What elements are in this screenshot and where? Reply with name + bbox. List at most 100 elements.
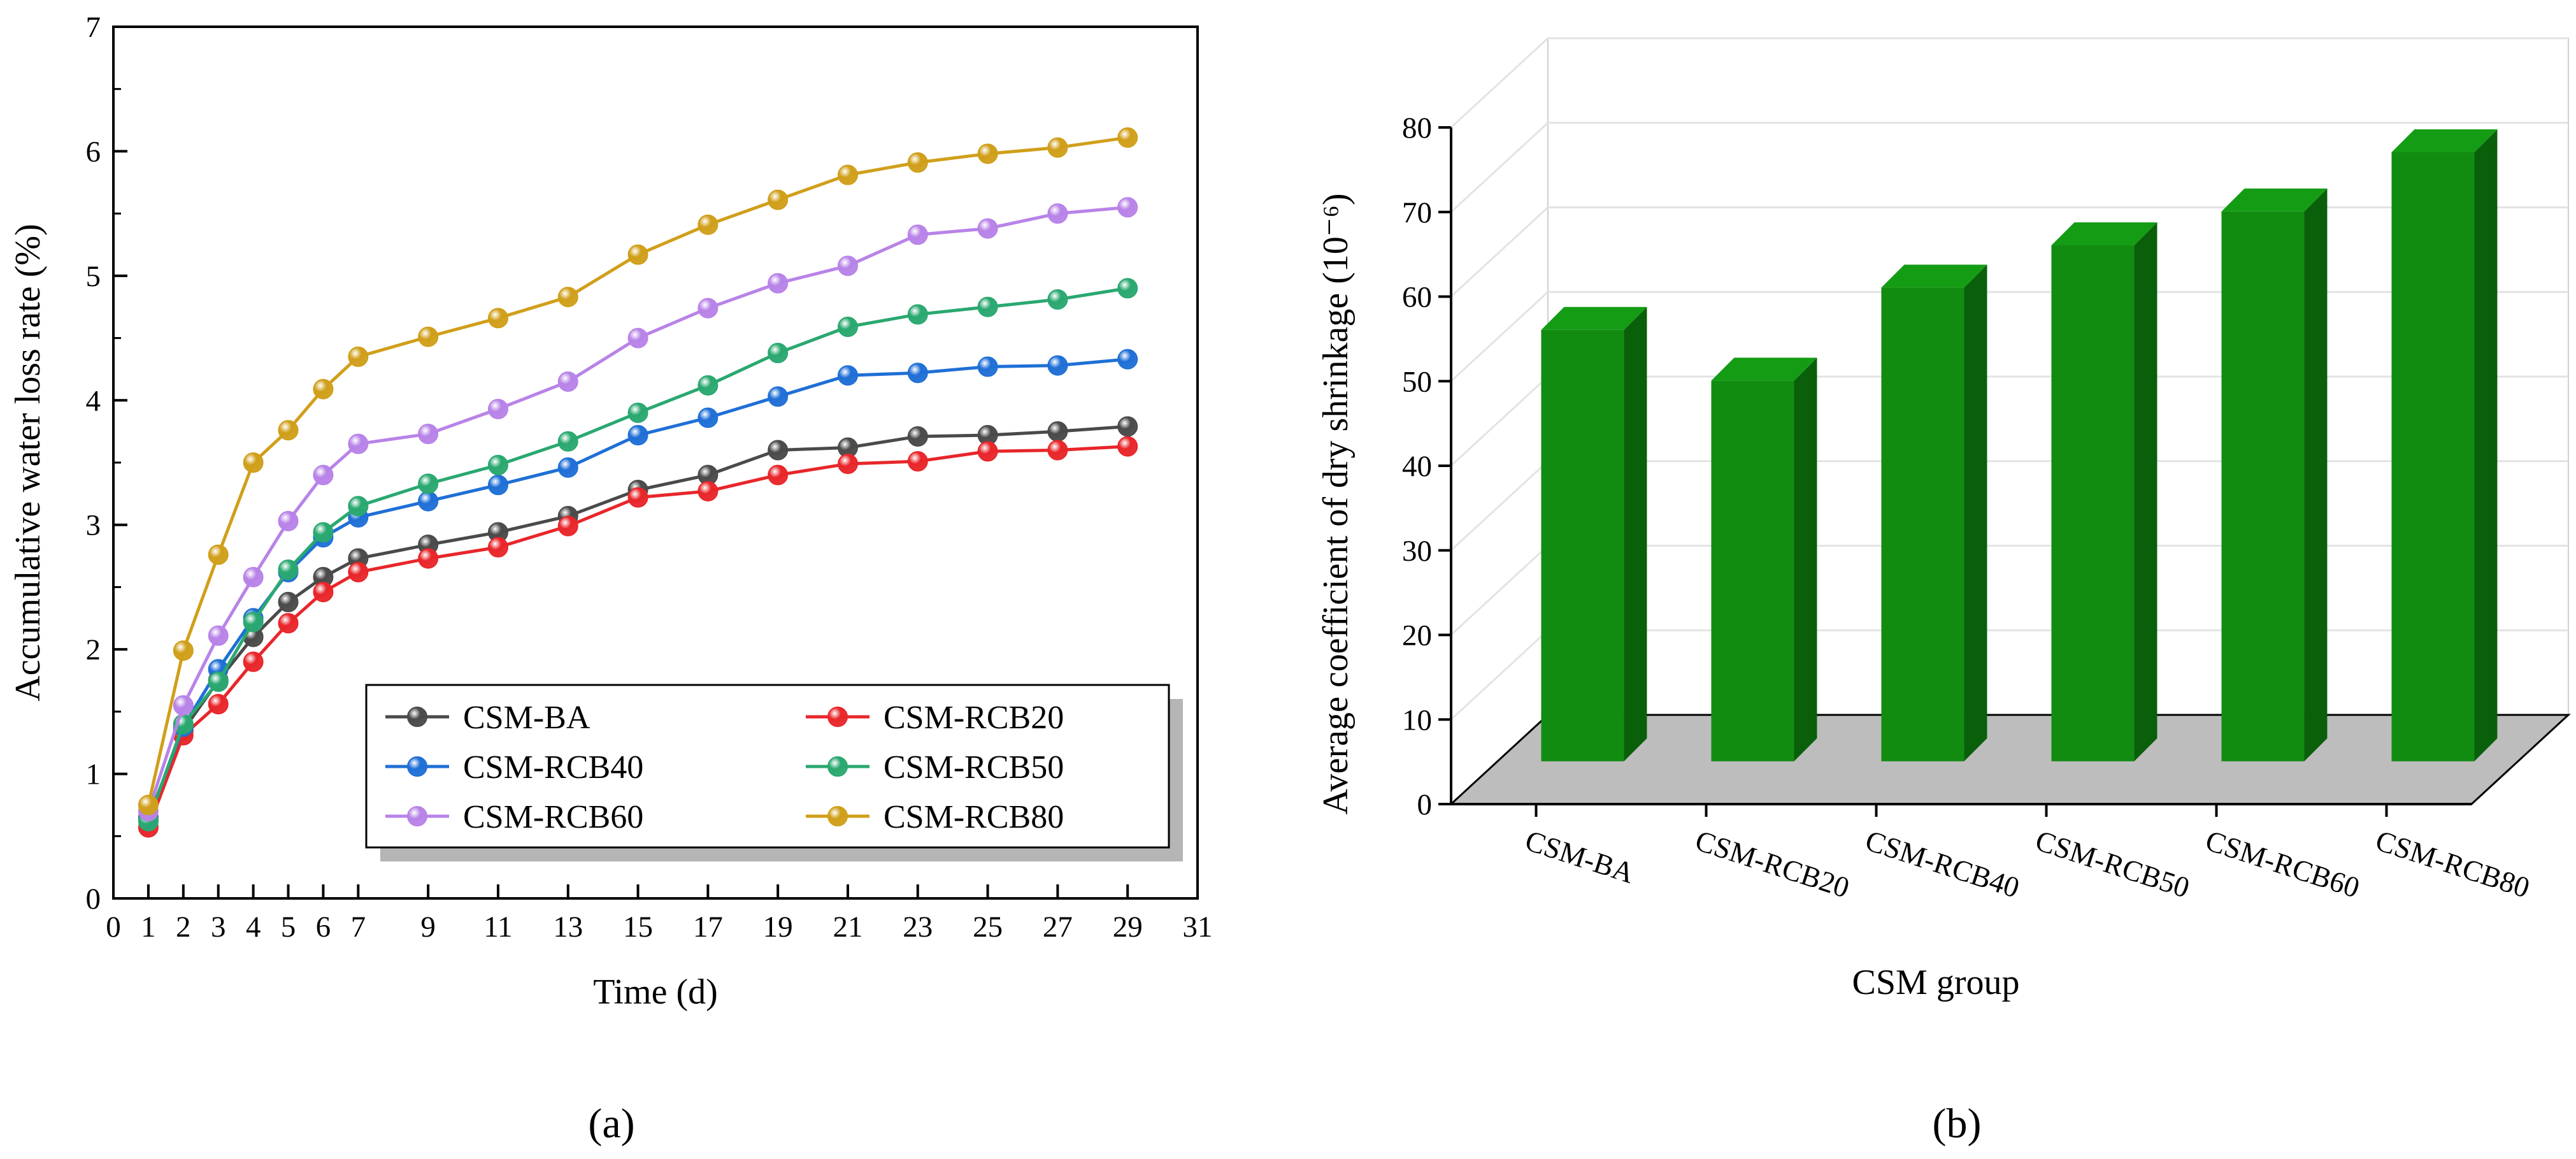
chart-b-gridline bbox=[1450, 630, 1549, 721]
chart-a-data-point bbox=[173, 640, 194, 661]
chart-a-legend-marker bbox=[827, 707, 848, 727]
panel-label-b: (b) bbox=[1933, 1100, 1982, 1147]
chart-b-y-tick-label: 40 bbox=[1402, 450, 1432, 483]
chart-a-legend-label: CSM-RCB60 bbox=[463, 799, 643, 835]
chart-a-data-point bbox=[768, 189, 789, 210]
chart-a-legend-marker bbox=[407, 756, 427, 777]
chart-a-x-tick-label: 23 bbox=[903, 911, 933, 944]
chart-b-gridline bbox=[1450, 460, 1549, 551]
chart-b-bar-csm-rcb60 bbox=[2221, 188, 2328, 761]
chart-b-y-tick-label: 30 bbox=[1402, 535, 1432, 568]
chart-a-data-point bbox=[313, 582, 334, 603]
chart-a-y-tick-label: 5 bbox=[86, 260, 101, 293]
chart-b-bar-top bbox=[2051, 222, 2157, 246]
chart-b-y-tick-label: 60 bbox=[1402, 281, 1432, 314]
chart-a-data-point bbox=[278, 510, 299, 531]
chart-b-gridline bbox=[1450, 291, 1549, 382]
chart-a-data-point bbox=[627, 487, 648, 508]
chart-a-data-point bbox=[1047, 203, 1068, 224]
chart-a-data-point bbox=[138, 795, 159, 816]
chart-a-y-tick-label: 4 bbox=[86, 384, 101, 417]
chart-a-series-line-csm-rcb60 bbox=[147, 205, 1128, 812]
chart-b-bar-top bbox=[1881, 264, 1987, 288]
chart-a-data-point bbox=[418, 326, 439, 347]
chart-a-data-point bbox=[208, 694, 229, 715]
chart-a-x-tick-label: 1 bbox=[141, 911, 156, 944]
chart-a-data-point bbox=[487, 308, 508, 329]
chart-b-category-label: CSM-RCB20 bbox=[1691, 824, 1853, 904]
chart-a-y-axis-title: Accumulative water loss rate (%) bbox=[8, 224, 48, 701]
chart-a-legend-marker bbox=[827, 756, 848, 777]
chart-a-data-point bbox=[487, 454, 508, 475]
chart-a-data-point bbox=[418, 473, 439, 494]
chart-a-data-point bbox=[627, 328, 648, 349]
chart-b-category-label: CSM-RCB60 bbox=[2201, 824, 2363, 904]
chart-a-y-tick-label: 6 bbox=[86, 135, 101, 168]
chart-a-x-tick-label: 27 bbox=[1043, 911, 1073, 944]
chart-a-x-tick-label: 4 bbox=[246, 911, 261, 944]
chart-b-gridline bbox=[1450, 122, 1549, 213]
chart-b-y-axis-title: Average coefficient of dry shrinkage (10… bbox=[1316, 193, 1356, 814]
chart-a-data-point bbox=[1047, 440, 1068, 461]
chart-a-data-point bbox=[907, 224, 928, 245]
chart-a-x-tick-label: 29 bbox=[1113, 911, 1143, 944]
chart-b-bar-side bbox=[1624, 306, 1647, 761]
chart-b-y-tick-label: 20 bbox=[1402, 619, 1432, 652]
chart-a-y-tick-label: 1 bbox=[86, 758, 101, 791]
chart-a-data-point bbox=[278, 613, 299, 634]
chart-a-data-point bbox=[278, 559, 299, 580]
chart-a-data-point bbox=[418, 424, 439, 445]
chart-a-y-tick-label: 2 bbox=[86, 633, 101, 666]
chart-a-data-point bbox=[208, 544, 229, 565]
chart-a-legend-label: CSM-RCB20 bbox=[884, 700, 1064, 736]
chart-a-data-point bbox=[977, 441, 998, 462]
chart-a-legend-label: CSM-RCB40 bbox=[463, 749, 643, 786]
chart-b-bar-top bbox=[1711, 357, 1817, 381]
chart-a-legend-box bbox=[365, 684, 1170, 849]
chart-b-y-tick-label: 0 bbox=[1417, 788, 1433, 821]
chart-a-data-point bbox=[1117, 416, 1138, 437]
chart-a-data-point bbox=[698, 407, 719, 428]
chart-a-data-point bbox=[278, 420, 299, 441]
chart-a-series-line-csm-rcb80 bbox=[147, 136, 1128, 805]
chart-a-data-point bbox=[907, 451, 928, 472]
chart-a-data-point bbox=[348, 346, 369, 367]
chart-a-data-point bbox=[557, 371, 578, 392]
chart-a-data-point bbox=[1047, 355, 1068, 376]
chart-b-bars-group bbox=[1541, 129, 2498, 761]
chart-b-y-tick-label: 50 bbox=[1402, 365, 1432, 398]
chart-a-legend-marker bbox=[407, 707, 427, 727]
chart-a-x-tick-label: 31 bbox=[1183, 911, 1213, 944]
chart-a-legend-label: CSM-BA bbox=[463, 700, 590, 736]
chart-b-bar-csm-rcb50 bbox=[2051, 222, 2157, 761]
chart-b-bar-front bbox=[2391, 152, 2475, 761]
chart-a-data-point bbox=[243, 651, 264, 672]
chart-b-bar-top bbox=[2221, 188, 2328, 212]
chart-a-data-point bbox=[208, 671, 229, 692]
chart-a-data-point bbox=[208, 625, 229, 646]
chart-a-x-tick-label: 2 bbox=[176, 911, 191, 944]
chart-b-category-label: CSM-BA bbox=[1521, 824, 1638, 889]
chart-b-gridline bbox=[1450, 545, 1549, 636]
chart-a-data-point bbox=[768, 464, 789, 486]
chart-a-data-point bbox=[487, 398, 508, 419]
chart-a-data-point bbox=[243, 612, 264, 633]
panel-label-a: (a) bbox=[588, 1100, 634, 1147]
chart-a-series-line-csm-rcb50 bbox=[147, 286, 1128, 822]
chart-a-data-point bbox=[348, 561, 369, 582]
chart-a-data-point bbox=[627, 425, 648, 446]
chart-b-dry-shrinkage: 0 10 20 30 40 50 60 70 80 CSM-BA CSM-RCB20 CSM-RCB4… bbox=[1316, 36, 2571, 1002]
chart-a-data-point bbox=[907, 426, 928, 447]
chart-a-data-point bbox=[768, 440, 789, 461]
chart-b-bar-front bbox=[2051, 245, 2135, 761]
chart-a-data-point bbox=[698, 298, 719, 319]
chart-a-data-point bbox=[487, 475, 508, 496]
chart-b-gridline bbox=[1450, 37, 1549, 129]
chart-a-data-point bbox=[907, 363, 928, 384]
chart-b-bar-side bbox=[2304, 188, 2328, 761]
chart-b-gridline bbox=[1450, 375, 1549, 467]
chart-a-legend-label: CSM-RCB80 bbox=[884, 799, 1064, 835]
chart-b-y-tick-label: 70 bbox=[1402, 196, 1432, 229]
